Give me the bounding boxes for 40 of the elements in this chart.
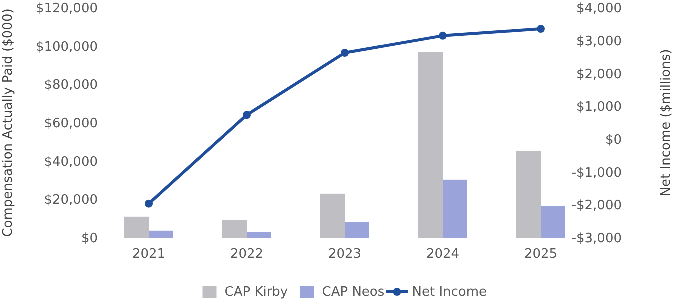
y2-tick-label: -$2,000 (572, 198, 622, 214)
point (341, 49, 349, 58)
legend-label: CAP Kirby (224, 285, 288, 300)
y-tick-label: $0 (81, 232, 98, 247)
bar (222, 220, 247, 238)
bar (345, 222, 370, 238)
legend-label: Net Income (412, 285, 488, 300)
y-axis-title: Compensation Actually Paid ($000) (1, 8, 16, 238)
y2-tick-label: -$3,000 (572, 232, 622, 247)
y-tick-label: $100,000 (36, 40, 98, 55)
bar (443, 180, 468, 238)
y-tick-label: $120,000 (36, 2, 98, 17)
bar (418, 52, 443, 238)
y2-tick-label: $3,000 (576, 34, 622, 50)
y2-tick-label: $0 (605, 132, 622, 148)
x-tick-label: 2022 (230, 247, 264, 262)
y2-tick-label: $4,000 (576, 2, 622, 17)
y-tick-label: $60,000 (44, 116, 98, 132)
y2-axis-title: Net Income ($millions) (659, 49, 674, 197)
y-tick-label: $20,000 (44, 193, 98, 208)
legend-label: CAP Neos (322, 285, 385, 300)
x-tick-label: 2025 (524, 247, 558, 262)
y2-tick-label: $2,000 (576, 67, 622, 82)
bar (541, 206, 566, 238)
x-tick-label: 2024 (426, 247, 460, 262)
point (243, 111, 251, 120)
y2-tick-label: -$1,000 (572, 166, 622, 181)
y-tick-label: $80,000 (44, 78, 98, 94)
bar (149, 230, 174, 238)
x-tick-label: 2021 (132, 247, 166, 262)
bar (516, 150, 541, 238)
x-tick-label: 2023 (328, 247, 362, 262)
point (439, 32, 447, 40)
point (145, 200, 153, 208)
y-tick-label: $40,000 (44, 154, 98, 170)
bar (124, 216, 149, 238)
point (537, 25, 545, 34)
bar (247, 232, 272, 238)
bar (320, 194, 345, 238)
y2-tick-label: $1,000 (576, 100, 622, 116)
